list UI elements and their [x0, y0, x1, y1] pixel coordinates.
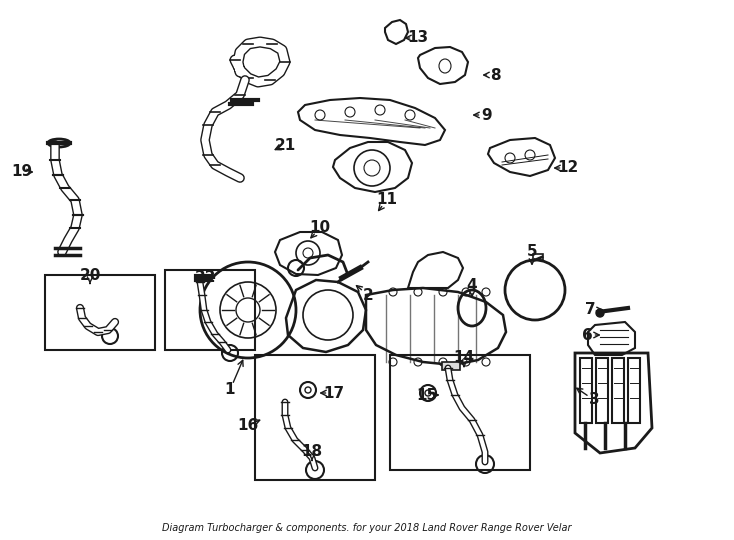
Bar [533, 254, 543, 260]
Bar [612, 358, 624, 423]
Bar [165, 270, 255, 350]
Bar [580, 358, 592, 423]
Text: 17: 17 [324, 386, 344, 401]
Text: 12: 12 [557, 160, 578, 176]
Text: 11: 11 [377, 192, 398, 207]
Circle shape [596, 309, 604, 317]
Bar [390, 355, 530, 470]
Text: Diagram Turbocharger & components. for your 2018 Land Rover Range Rover Velar: Diagram Turbocharger & components. for y… [162, 523, 572, 533]
Text: 10: 10 [310, 220, 330, 235]
Text: 21: 21 [275, 138, 296, 152]
Text: 22: 22 [195, 271, 216, 286]
Text: 9: 9 [482, 107, 493, 123]
Text: 15: 15 [416, 388, 437, 402]
Text: 20: 20 [79, 267, 101, 282]
Bar [45, 275, 155, 350]
Text: 3: 3 [589, 393, 600, 408]
Text: 4: 4 [467, 278, 477, 293]
Bar [442, 362, 460, 370]
Text: 14: 14 [454, 350, 475, 366]
Text: 6: 6 [581, 327, 592, 342]
Bar [596, 358, 608, 423]
Text: 8: 8 [490, 68, 501, 83]
Text: 18: 18 [302, 444, 322, 460]
Bar [628, 358, 640, 423]
Text: 5: 5 [527, 245, 537, 260]
Bar [255, 355, 375, 480]
Text: 16: 16 [237, 417, 258, 433]
Text: 7: 7 [585, 302, 595, 318]
Text: 13: 13 [407, 30, 429, 45]
Text: 1: 1 [225, 382, 236, 397]
Text: 19: 19 [12, 165, 32, 179]
Text: 2: 2 [363, 287, 374, 302]
